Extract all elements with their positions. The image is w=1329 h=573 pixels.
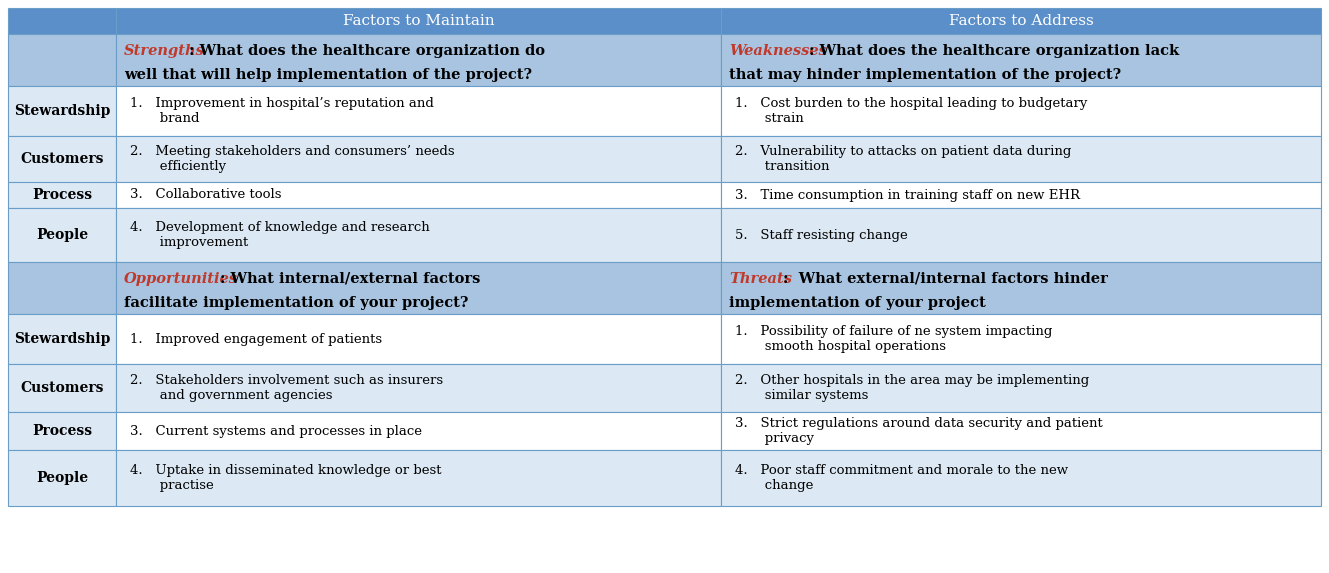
Bar (8, 208, 116, 262)
Bar (8, 86, 116, 136)
Text: 2.   Vulnerability to attacks on patient data during
       transition: 2. Vulnerability to attacks on patient d… (735, 145, 1071, 173)
Text: 3.   Time consumption in training staff on new EHR: 3. Time consumption in training staff on… (735, 189, 1080, 202)
Text: Factors to Address: Factors to Address (949, 14, 1094, 28)
Text: 2.   Meeting stakeholders and consumers’ needs
       efficiently: 2. Meeting stakeholders and consumers’ n… (130, 145, 455, 173)
Bar (8, 450, 116, 506)
Bar (116, 8, 722, 34)
Text: Weaknesses: Weaknesses (730, 44, 827, 58)
Text: Threats: Threats (730, 272, 792, 286)
Bar (722, 364, 1321, 412)
Bar (8, 412, 116, 450)
Text: 4.   Poor staff commitment and morale to the new
       change: 4. Poor staff commitment and morale to t… (735, 464, 1069, 492)
Bar (116, 412, 722, 450)
Text: facilitate implementation of your project?: facilitate implementation of your projec… (124, 296, 468, 310)
Text: :  What external/internal factors hinder: : What external/internal factors hinder (783, 272, 1108, 286)
Text: 3.   Collaborative tools: 3. Collaborative tools (130, 189, 282, 202)
Bar (116, 450, 722, 506)
Text: that may hinder implementation of the project?: that may hinder implementation of the pr… (730, 68, 1122, 82)
Bar (116, 136, 722, 182)
Text: implementation of your project: implementation of your project (730, 296, 986, 310)
Text: People: People (36, 471, 88, 485)
Text: 4.   Development of knowledge and research
       improvement: 4. Development of knowledge and research… (130, 221, 429, 249)
Text: 1.   Cost burden to the hospital leading to budgetary
       strain: 1. Cost burden to the hospital leading t… (735, 97, 1087, 125)
Bar (8, 182, 116, 208)
Text: People: People (36, 228, 88, 242)
Bar (8, 314, 116, 364)
Text: 4.   Uptake in disseminated knowledge or best
       practise: 4. Uptake in disseminated knowledge or b… (130, 464, 441, 492)
Bar (722, 262, 1321, 314)
Text: Process: Process (32, 424, 92, 438)
Bar (116, 86, 722, 136)
Bar (8, 262, 116, 314)
Bar (8, 136, 116, 182)
Text: 1.   Possibility of failure of ne system impacting
       smooth hospital operat: 1. Possibility of failure of ne system i… (735, 325, 1053, 353)
Bar (722, 208, 1321, 262)
Text: 2.   Other hospitals in the area may be implementing
       similar systems: 2. Other hospitals in the area may be im… (735, 374, 1090, 402)
Text: 2.   Stakeholders involvement such as insurers
       and government agencies: 2. Stakeholders involvement such as insu… (130, 374, 443, 402)
Bar (722, 8, 1321, 34)
Text: 5.   Staff resisting change: 5. Staff resisting change (735, 229, 908, 241)
Text: well that will help implementation of the project?: well that will help implementation of th… (124, 68, 532, 82)
Text: Process: Process (32, 188, 92, 202)
Text: Strengths: Strengths (124, 44, 205, 58)
Text: Stewardship: Stewardship (13, 332, 110, 346)
Text: : What does the healthcare organization do: : What does the healthcare organization … (189, 44, 545, 58)
Text: : What internal/external factors: : What internal/external factors (221, 272, 480, 286)
Bar (722, 86, 1321, 136)
Bar (8, 8, 116, 34)
Text: Opportunities: Opportunities (124, 272, 238, 286)
Bar (722, 412, 1321, 450)
Bar (722, 182, 1321, 208)
Bar (722, 450, 1321, 506)
Text: Customers: Customers (20, 381, 104, 395)
Text: 1.   Improved engagement of patients: 1. Improved engagement of patients (130, 332, 383, 346)
Text: Customers: Customers (20, 152, 104, 166)
Bar (8, 34, 116, 86)
Bar (722, 34, 1321, 86)
Bar (116, 314, 722, 364)
Bar (722, 314, 1321, 364)
Bar (722, 136, 1321, 182)
Bar (116, 34, 722, 86)
Text: 3.   Strict regulations around data security and patient
       privacy: 3. Strict regulations around data securi… (735, 417, 1103, 445)
Text: : What does the healthcare organization lack: : What does the healthcare organization … (809, 44, 1179, 58)
Bar (116, 262, 722, 314)
Bar (116, 208, 722, 262)
Text: 1.   Improvement in hospital’s reputation and
       brand: 1. Improvement in hospital’s reputation … (130, 97, 433, 125)
Bar (116, 364, 722, 412)
Bar (116, 182, 722, 208)
Text: Stewardship: Stewardship (13, 104, 110, 118)
Text: 3.   Current systems and processes in place: 3. Current systems and processes in plac… (130, 425, 423, 438)
Bar (8, 364, 116, 412)
Text: Factors to Maintain: Factors to Maintain (343, 14, 494, 28)
